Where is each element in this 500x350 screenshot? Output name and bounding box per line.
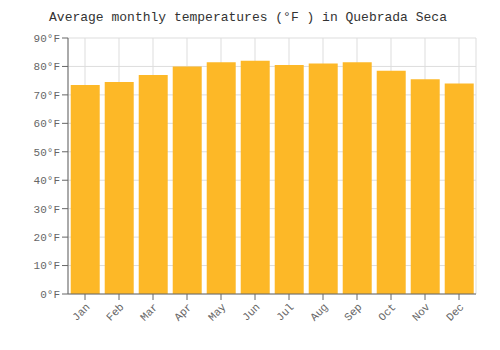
- svg-text:0°F: 0°F: [40, 289, 60, 301]
- svg-text:40°F: 40°F: [34, 175, 60, 187]
- svg-text:Dec: Dec: [444, 301, 466, 323]
- svg-text:Feb: Feb: [104, 301, 126, 323]
- svg-text:50°F: 50°F: [34, 147, 60, 159]
- svg-text:Jan: Jan: [70, 301, 92, 323]
- svg-text:60°F: 60°F: [34, 118, 60, 130]
- svg-text:30°F: 30°F: [34, 204, 60, 216]
- svg-text:70°F: 70°F: [34, 90, 60, 102]
- svg-text:80°F: 80°F: [34, 61, 60, 73]
- svg-text:20°F: 20°F: [34, 232, 60, 244]
- svg-text:90°F: 90°F: [34, 33, 60, 45]
- svg-text:May: May: [206, 301, 229, 324]
- svg-text:Aug: Aug: [308, 301, 330, 323]
- svg-text:Jul: Jul: [274, 301, 296, 323]
- svg-text:Sep: Sep: [342, 301, 364, 323]
- svg-text:Oct: Oct: [376, 301, 398, 323]
- svg-text:Nov: Nov: [410, 301, 433, 324]
- svg-text:Apr: Apr: [172, 301, 194, 323]
- svg-text:Mar: Mar: [138, 301, 160, 323]
- svg-text:10°F: 10°F: [34, 260, 60, 272]
- html-text:Average monthly temperatures (: Average monthly temperatures (°F ) in Qu…: [49, 10, 447, 25]
- svg-text:Jun: Jun: [240, 301, 262, 323]
